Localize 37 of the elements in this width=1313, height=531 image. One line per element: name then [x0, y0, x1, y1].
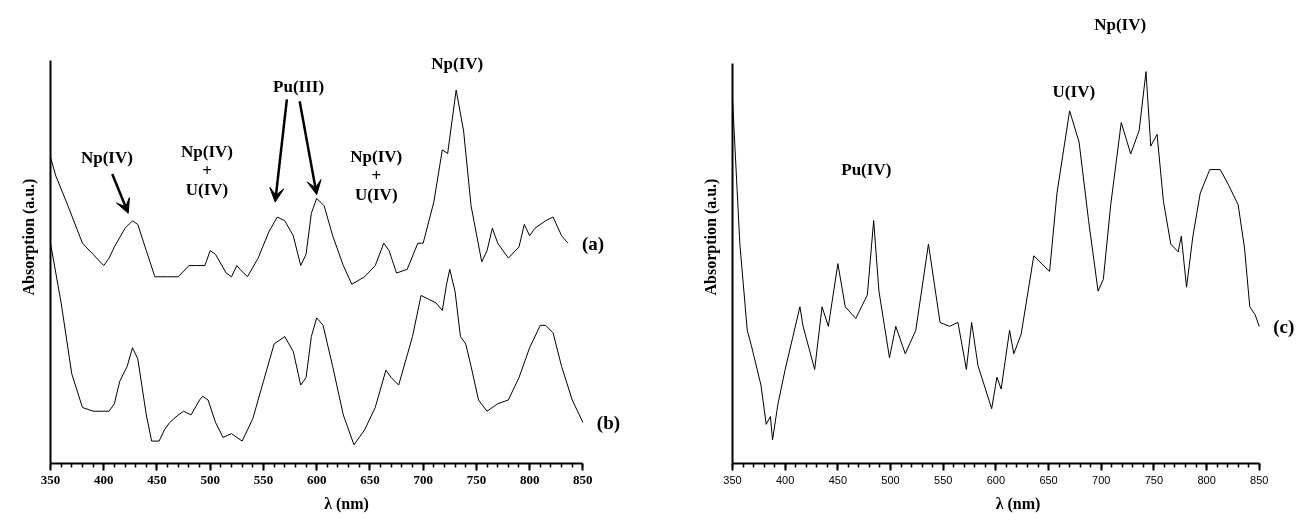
annotation: Np(IV) + U(IV) [181, 141, 233, 199]
x-axis-title: λ (nm) [324, 494, 369, 513]
annotation: Pu(IV) [841, 160, 892, 180]
series-label: (b) [596, 411, 621, 434]
x-tick-label: 850 [573, 471, 593, 487]
annotation: Np(IV) [80, 147, 133, 167]
x-tick-label: 600 [306, 471, 327, 487]
x-tick-label: 800 [1197, 473, 1216, 486]
y-axis-title: Absorption (a.u.) [19, 178, 38, 296]
text: Np(IV) [1094, 15, 1147, 35]
y-axis-title: Absorption (a.u.) [701, 178, 720, 296]
x-tick-label: 700 [413, 471, 433, 487]
x-tick-label: 550 [253, 471, 274, 487]
x-tick-label: 500 [200, 471, 220, 487]
x-tick-label: 550 [934, 473, 953, 486]
x-tick-label: 650 [360, 471, 380, 487]
annotation: Np(IV) + U(IV) [350, 147, 403, 205]
annotation: Pu(III) [273, 76, 325, 96]
annotation: U(IV) [1052, 81, 1096, 101]
x-tick-label: 850 [1250, 473, 1269, 486]
x-tick-label: 800 [519, 471, 540, 487]
text: Np(IV) [431, 54, 484, 74]
x-tick-label: 450 [147, 471, 167, 487]
x-tick-label: 750 [466, 471, 487, 487]
series-label: (c) [1273, 315, 1295, 338]
x-tick-label: 750 [1144, 473, 1164, 486]
x-axis-title: λ (nm) [995, 494, 1041, 513]
x-tick-label: 400 [776, 473, 795, 486]
x-tick-label: 450 [828, 473, 848, 486]
x-tick-label: 350 [40, 471, 61, 487]
x-tick-label: 650 [1039, 473, 1058, 486]
x-tick-label: 600 [986, 473, 1006, 486]
series-label: (a) [581, 232, 605, 255]
x-tick-label: 500 [881, 473, 900, 486]
x-tick-label: 700 [1092, 473, 1111, 486]
x-tick-label: 400 [93, 471, 114, 487]
x-tick-label: 350 [723, 473, 742, 486]
